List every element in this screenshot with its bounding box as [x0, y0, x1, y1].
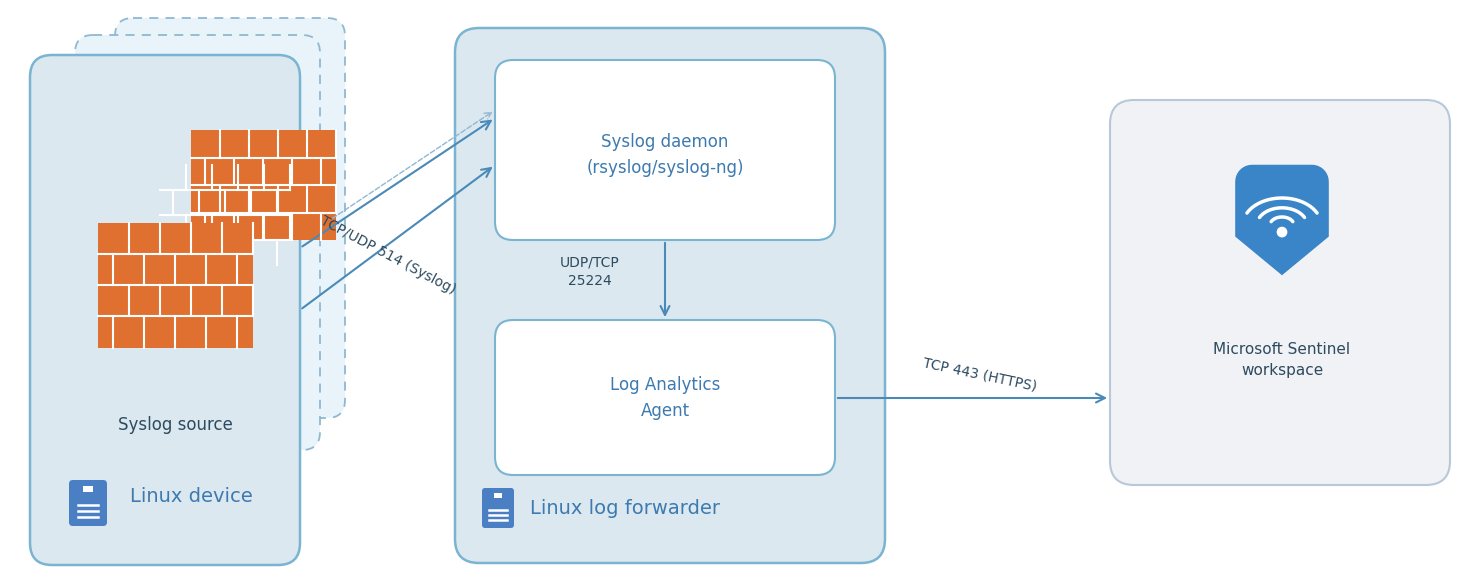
Text: TCP 443 (HTTPS): TCP 443 (HTTPS): [922, 356, 1037, 394]
Circle shape: [1277, 227, 1286, 237]
Text: ource: ource: [260, 319, 295, 332]
FancyBboxPatch shape: [115, 18, 345, 418]
FancyBboxPatch shape: [494, 320, 835, 475]
FancyBboxPatch shape: [30, 55, 300, 565]
Text: TCP/UDP 514 (Syslog): TCP/UDP 514 (Syslog): [318, 213, 457, 296]
Text: Linux log forwarder: Linux log forwarder: [530, 498, 719, 518]
Text: UDP/TCP
25224: UDP/TCP 25224: [559, 256, 620, 288]
Bar: [494, 493, 502, 498]
Text: Syslog daemon
(rsyslog/syslog-ng): Syslog daemon (rsyslog/syslog-ng): [586, 133, 744, 177]
Text: Log Analytics
Agent: Log Analytics Agent: [610, 376, 721, 420]
Polygon shape: [1236, 165, 1329, 275]
Bar: [191, 130, 336, 240]
FancyBboxPatch shape: [1110, 100, 1450, 485]
Text: e: e: [287, 359, 295, 372]
FancyBboxPatch shape: [454, 28, 885, 563]
Bar: [98, 222, 253, 348]
Bar: [160, 165, 290, 265]
Bar: [83, 485, 93, 492]
FancyBboxPatch shape: [482, 488, 514, 528]
FancyBboxPatch shape: [75, 35, 320, 450]
FancyBboxPatch shape: [494, 60, 835, 240]
Text: Linux device: Linux device: [130, 487, 253, 507]
Text: Microsoft Sentinel
workspace: Microsoft Sentinel workspace: [1214, 342, 1351, 378]
Text: Syslog source: Syslog source: [117, 416, 232, 434]
FancyBboxPatch shape: [70, 480, 107, 526]
